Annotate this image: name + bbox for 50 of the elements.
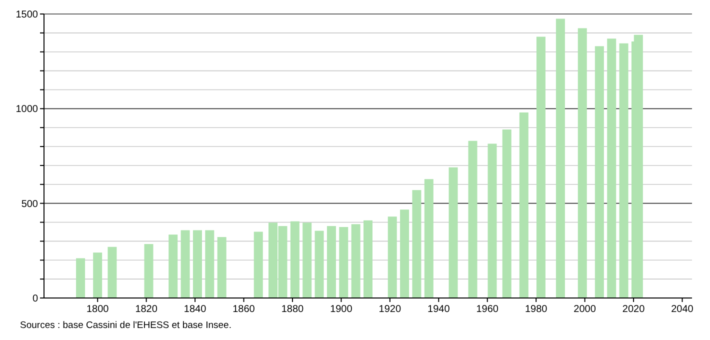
bar (594, 46, 604, 298)
source-note: Sources : base Cassini de l'EHESS et base Insee. (20, 320, 232, 331)
bar (424, 179, 434, 298)
x-tick-label: 1800 (86, 304, 110, 315)
bar (578, 28, 587, 298)
bar (448, 167, 458, 298)
bar (192, 230, 202, 298)
bar (400, 210, 410, 298)
bar (168, 234, 178, 298)
y-tick-label: 500 (21, 198, 38, 210)
x-tick-label: 1860 (232, 304, 256, 315)
bar (314, 230, 324, 298)
x-tick-label: 1900 (330, 304, 353, 315)
bar (364, 220, 372, 298)
x-tick-label: 2040 (671, 304, 694, 315)
bar (619, 43, 628, 298)
bar (351, 224, 360, 298)
bar (76, 258, 86, 298)
bar (254, 232, 263, 298)
bar (180, 230, 190, 298)
y-tick-label: 1000 (16, 104, 38, 116)
bar (144, 244, 154, 298)
bar (339, 227, 348, 298)
x-tick-label: 1940 (428, 304, 450, 315)
bar (326, 226, 336, 298)
bar (607, 38, 616, 298)
x-tick-label: 1980 (524, 304, 548, 315)
bar (93, 252, 102, 298)
bar (108, 246, 117, 298)
x-tick-label: 2000 (574, 304, 596, 315)
bar (205, 230, 214, 298)
x-tick-label: 1840 (184, 304, 207, 315)
bar (556, 18, 565, 298)
bar (302, 222, 312, 298)
y-tick-label: 0 (32, 294, 38, 304)
bar (412, 190, 422, 298)
x-tick-label: 2020 (622, 304, 646, 315)
x-tick-label: 1880 (281, 304, 304, 315)
x-tick-label: 1920 (378, 304, 402, 315)
x-tick-label: 1960 (476, 304, 499, 315)
bar (502, 129, 512, 298)
y-tick-label: 1500 (16, 10, 38, 20)
bar (290, 221, 300, 298)
bar (217, 237, 226, 298)
bar (519, 112, 528, 298)
bar (468, 140, 478, 298)
bar (488, 144, 497, 298)
x-tick-label: 1820 (135, 304, 158, 315)
bar (388, 216, 397, 298)
bar (536, 36, 546, 298)
